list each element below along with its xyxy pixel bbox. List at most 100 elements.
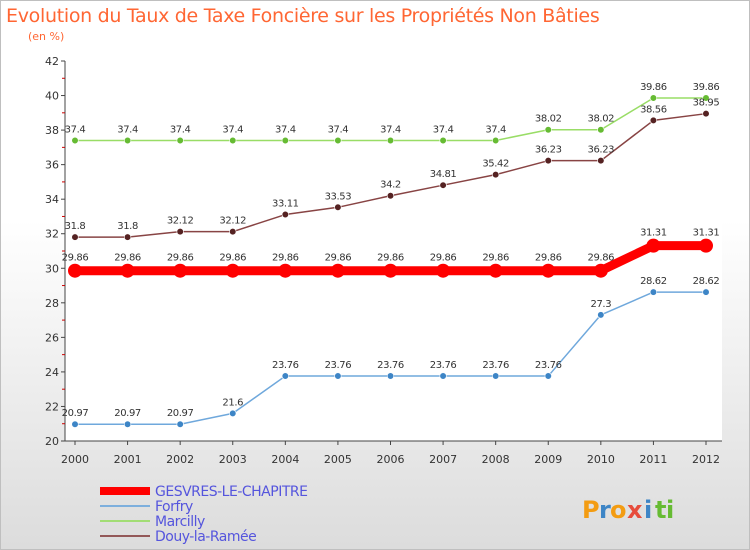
data-point [225, 263, 240, 278]
x-tick-label: 2005 [324, 453, 352, 466]
data-point [123, 233, 132, 241]
chart-title: Evolution du Taux de Taxe Foncière sur l… [6, 5, 600, 27]
x-tick-label: 2001 [114, 453, 142, 466]
legend-label-3: Douy-la-Ramée [155, 529, 256, 545]
legend-label-2: Marcilly [155, 514, 205, 530]
data-point [699, 238, 713, 253]
y-tick-label: 24 [45, 366, 59, 379]
data-label: 37.4 [222, 124, 243, 135]
data-point [229, 136, 237, 145]
data-label: 36.23 [535, 145, 562, 156]
data-point [383, 263, 398, 278]
y-tick-label: 34 [45, 193, 59, 206]
data-point [492, 372, 500, 380]
data-label: 31.8 [65, 221, 86, 232]
logo-letter: o [610, 496, 627, 524]
data-label: 31.31 [640, 228, 667, 239]
data-label: 23.76 [325, 360, 352, 371]
chart-unit-label: (en %) [28, 30, 65, 43]
data-label: 37.4 [380, 124, 401, 135]
data-label: 23.76 [482, 360, 509, 371]
data-point [702, 110, 710, 118]
logo-letter: i [666, 496, 674, 524]
logo-letter: t [655, 496, 666, 524]
data-point [439, 372, 447, 380]
data-point [173, 263, 188, 278]
data-label: 29.86 [114, 253, 141, 264]
data-point [120, 263, 135, 278]
data-label: 29.86 [272, 253, 299, 264]
data-point [229, 228, 237, 236]
y-tick-label: 30 [45, 262, 59, 275]
data-label: 34.2 [380, 180, 401, 191]
data-label: 36.23 [588, 145, 615, 156]
data-label: 39.86 [640, 82, 667, 93]
data-point [330, 263, 345, 278]
data-label: 37.4 [485, 124, 506, 135]
data-point [702, 94, 710, 102]
data-point [71, 420, 79, 428]
data-point [229, 409, 237, 417]
data-label: 39.86 [693, 82, 720, 93]
data-label: 38.02 [535, 114, 562, 125]
x-tick-label: 2012 [692, 453, 720, 466]
data-point [649, 94, 658, 102]
data-label: 23.76 [377, 360, 404, 371]
data-label: 27.3 [590, 299, 611, 310]
data-point [176, 136, 184, 145]
x-tick-label: 2007 [429, 453, 457, 466]
x-tick-label: 2008 [482, 453, 510, 466]
data-point [71, 136, 79, 145]
data-point [593, 263, 608, 278]
data-label: 23.76 [535, 360, 562, 371]
data-label: 37.4 [117, 124, 138, 135]
data-point [386, 136, 395, 145]
y-tick-label: 26 [45, 331, 59, 344]
data-point [492, 171, 500, 179]
data-point [123, 136, 132, 145]
data-point [281, 136, 289, 145]
logo-letter: x [627, 496, 643, 524]
x-tick-label: 2004 [271, 453, 299, 466]
data-label: 28.62 [693, 276, 720, 287]
data-label: 37.4 [65, 124, 86, 135]
legend-label-0: GESVRES-LE-CHAPITRE [155, 484, 307, 500]
data-point [278, 263, 293, 278]
y-tick-label: 42 [45, 55, 59, 68]
logo-letter: P [582, 496, 600, 524]
data-point [541, 263, 556, 278]
data-point [439, 136, 447, 145]
data-label: 29.86 [535, 253, 562, 264]
data-point [649, 288, 658, 296]
data-point [597, 157, 605, 165]
data-label: 37.4 [328, 124, 349, 135]
y-tick-label: 28 [45, 297, 59, 310]
logo-letter: i [644, 496, 652, 524]
x-tick-label: 2010 [587, 453, 615, 466]
y-tick-label: 22 [45, 400, 59, 413]
x-tick-label: 2002 [166, 453, 194, 466]
data-label: 33.53 [325, 191, 352, 202]
y-tick-label: 38 [45, 124, 59, 137]
data-label: 23.76 [272, 360, 299, 371]
data-label: 21.6 [222, 397, 243, 408]
data-label: 29.86 [377, 253, 404, 264]
data-label: 29.86 [325, 253, 352, 264]
data-label: 35.42 [482, 159, 509, 170]
data-label: 38.56 [640, 104, 667, 115]
data-point [281, 210, 289, 219]
data-point [439, 181, 447, 189]
data-label: 37.4 [275, 124, 296, 135]
data-label: 32.12 [167, 216, 194, 227]
data-label: 32.12 [219, 216, 246, 227]
data-point [436, 263, 451, 278]
data-label: 23.76 [430, 360, 457, 371]
data-label: 38.02 [588, 114, 615, 125]
x-tick-label: 2000 [61, 453, 89, 466]
data-label: 37.4 [433, 124, 454, 135]
data-point [176, 420, 184, 428]
y-tick-label: 36 [45, 159, 59, 172]
data-label: 31.8 [117, 221, 138, 232]
data-label: 38.95 [693, 98, 720, 109]
